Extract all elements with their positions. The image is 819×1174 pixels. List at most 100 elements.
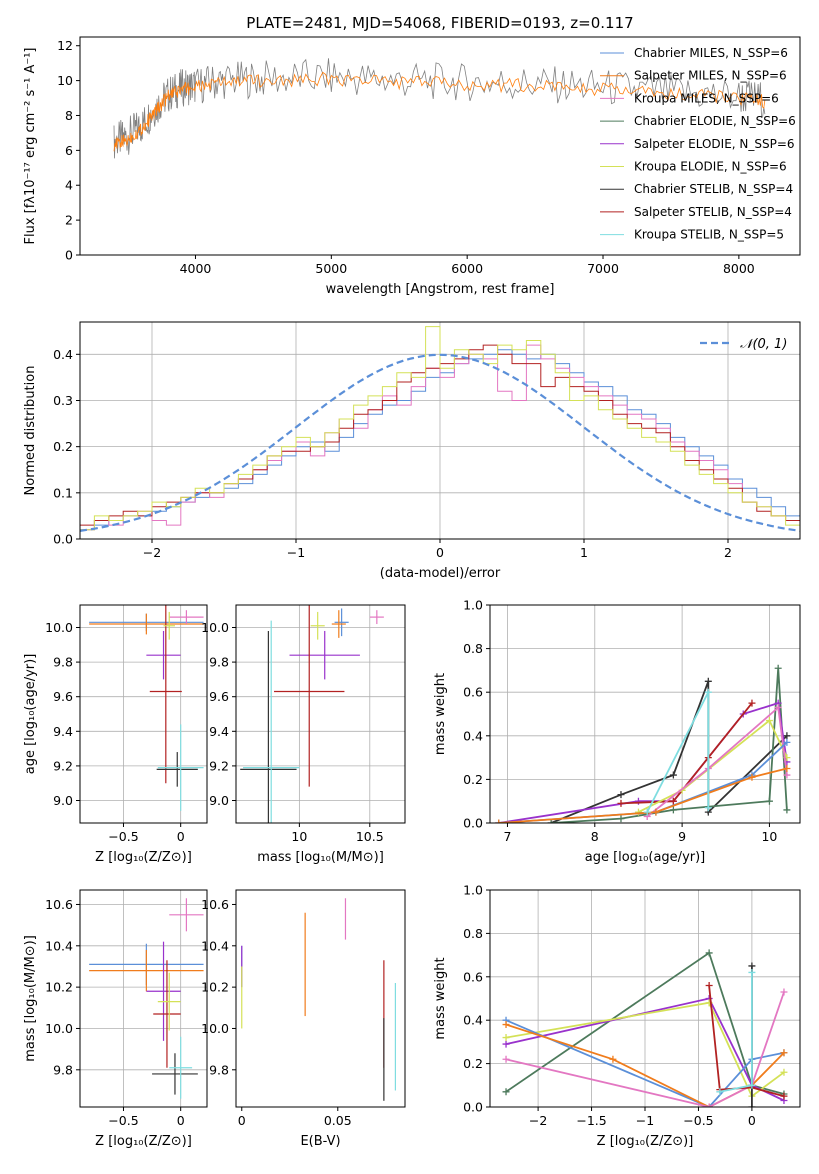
- y-tick-label: 10.6: [45, 897, 73, 912]
- y-tick-label: 10: [57, 73, 73, 88]
- y-tick-label: 8: [65, 108, 73, 123]
- y-axis-label: Normed distribution: [23, 366, 38, 496]
- x-tick-label: 10: [291, 829, 307, 844]
- histogram-series-3: [80, 326, 800, 531]
- y-axis-label: mass weight: [433, 957, 448, 1039]
- weight-marker: [748, 699, 756, 707]
- weight-marker: [748, 968, 756, 976]
- weight-marker: [783, 732, 791, 740]
- y-tick-label: 0.4: [463, 728, 483, 743]
- weight-series-4: [638, 719, 788, 813]
- y-axis-label: mass weight: [433, 673, 448, 755]
- plot-area: [502, 949, 788, 1107]
- x-tick-label: 0.05: [324, 1113, 352, 1128]
- weight-marker: [783, 738, 791, 746]
- y-tick-label: 9.4: [53, 724, 73, 739]
- x-tick-label: 1: [580, 545, 588, 560]
- axes-frame: [79, 321, 801, 540]
- legend-label: Chabrier MILES, N_SSP=6: [634, 46, 788, 60]
- x-tick-label: 5000: [315, 261, 347, 276]
- y-tick-label: 0.8: [463, 641, 483, 656]
- y-tick-label: 9.2: [53, 758, 73, 773]
- weight-series-1: [505, 997, 785, 1102]
- y-tick-label: 0.8: [463, 926, 483, 941]
- panel-6: 0 0.05 9.8 10.0 10.2 10.4 10.6 E(B-V): [201, 889, 406, 1149]
- weight-marker: [716, 1088, 724, 1096]
- y-tick-label: 9.2: [209, 758, 229, 773]
- weight-series-2: [505, 1001, 785, 1098]
- y-tick-label: 10.4: [45, 938, 73, 953]
- y-tick-label: 10.0: [201, 620, 229, 635]
- y-tick-label: 0.0: [53, 532, 73, 547]
- x-tick-label: 6000: [451, 261, 483, 276]
- x-tick-label: −0.5: [108, 829, 138, 844]
- weight-marker: [502, 1055, 510, 1063]
- weight-series-8: [646, 691, 710, 813]
- panel-1: −2 −1 0 1 2 0.0 0.1 0.2 0.3 0.4 (data-model)/error…: [23, 321, 801, 581]
- plot-area: [495, 664, 791, 823]
- y-tick-label: 0.2: [463, 1056, 483, 1071]
- x-tick-label: 0: [177, 829, 185, 844]
- plot-area: [89, 605, 204, 811]
- x-axis-label: Z [log₁₀(Z/Z⊙)]: [597, 1134, 694, 1149]
- y-tick-label: 9.0: [209, 793, 229, 808]
- legend-label: Salpeter STELIB, N_SSP=4: [634, 205, 792, 219]
- weight-marker: [774, 703, 782, 711]
- legend: Chabrier MILES, N_SSP=6 Salpeter MILES, N…: [600, 46, 796, 242]
- weight-marker: [502, 1021, 510, 1029]
- weight-marker: [652, 808, 660, 816]
- weight-series-3: [620, 702, 753, 805]
- weight-marker: [780, 1049, 788, 1057]
- y-tick-label: 10.6: [201, 897, 229, 912]
- y-tick-label: 2: [65, 213, 73, 228]
- weight-marker: [783, 771, 791, 779]
- weight-marker: [780, 1092, 788, 1100]
- x-tick-label: 7: [503, 829, 511, 844]
- weight-series-2: [498, 701, 788, 823]
- weight-marker: [783, 806, 791, 814]
- y-tick-label: 9.8: [209, 1062, 229, 1077]
- y-tick-label: 0.0: [463, 816, 483, 831]
- axes-frame: [489, 889, 801, 1108]
- x-tick-label: −1: [287, 545, 305, 560]
- normal-curve: [80, 353, 800, 532]
- x-tick-label: −0.5: [683, 1113, 713, 1128]
- weight-marker: [617, 815, 625, 823]
- x-tick-label: 2: [724, 545, 732, 560]
- weight-marker: [748, 773, 756, 781]
- y-tick-label: 0.3: [53, 393, 73, 408]
- y-tick-label: 0.6: [463, 685, 483, 700]
- x-tick-label: −1: [636, 1113, 654, 1128]
- legend-label: Chabrier STELIB, N_SSP=4: [634, 182, 793, 196]
- x-tick-label: 7000: [587, 261, 619, 276]
- x-tick-label: 8000: [723, 261, 755, 276]
- weight-marker: [765, 717, 773, 725]
- panel-2: −0.5 0 9.0 9.2 9.4 9.6 9.8 10.0 Z [log₁₀(Z/Z⊙)] a…: [23, 604, 208, 865]
- legend-label: Salpeter ELODIE, N_SSP=6: [634, 137, 795, 151]
- y-tick-label: 10.2: [45, 980, 73, 995]
- panel-3: 10 10.5 9.0 9.2 9.4 9.6 9.8 10.0 mass [log₁₀(M/M…: [201, 604, 406, 865]
- y-tick-label: 10.2: [201, 980, 229, 995]
- x-tick-label: 0: [238, 1113, 246, 1128]
- axes-frame: [79, 604, 208, 824]
- panel-0: 4000 5000 6000 7000 8000 0 2 4 6 8 10 12 wavelength …: [23, 36, 801, 297]
- legend-label: 𝒩(0, 1): [740, 337, 787, 352]
- legend-label: Chabrier ELODIE, N_SSP=6: [634, 114, 796, 128]
- x-axis-label: Z [log₁₀(Z/Z⊙)]: [95, 850, 192, 865]
- weight-marker: [704, 804, 712, 812]
- x-axis-label: mass [log₁₀(M/M⊙)]: [257, 850, 384, 865]
- weight-marker: [780, 1068, 788, 1076]
- panel-5: −0.5 0 9.8 10.0 10.2 10.4 10.6 Z [log₁₀(Z/Z⊙)] m…: [23, 889, 208, 1149]
- plot-area: [113, 58, 766, 159]
- weight-marker: [669, 806, 677, 814]
- legend-label: Kroupa STELIB, N_SSP=5: [634, 228, 784, 242]
- weight-marker: [705, 981, 713, 989]
- y-tick-label: 10.0: [201, 1021, 229, 1036]
- plot-area: [80, 326, 800, 532]
- y-tick-label: 0.2: [53, 439, 73, 454]
- x-tick-label: 0: [748, 1113, 756, 1128]
- weight-marker: [669, 797, 677, 805]
- x-tick-label: 8: [591, 829, 599, 844]
- weight-marker: [705, 949, 713, 957]
- y-tick-label: 12: [57, 38, 73, 53]
